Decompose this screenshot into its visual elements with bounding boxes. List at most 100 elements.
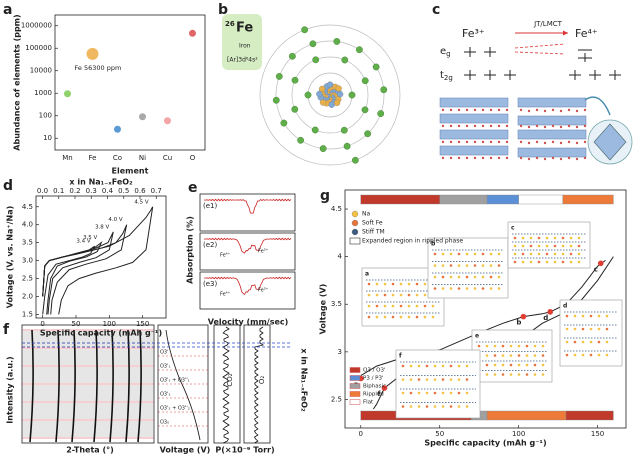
ion [465, 252, 469, 256]
x-axis-label: Specific capacity (mAh g⁻¹) [40, 329, 162, 338]
y-tick-label: 100000 [25, 44, 52, 52]
point-label: d [543, 314, 548, 322]
ion [485, 373, 489, 376]
ion [533, 344, 537, 348]
legend-swatch [349, 399, 361, 405]
ion [449, 391, 453, 395]
slab [517, 147, 587, 158]
ion [541, 344, 545, 348]
ion [391, 304, 395, 308]
slab [517, 129, 587, 140]
atom [543, 109, 547, 113]
ion [407, 315, 411, 319]
atom [497, 108, 501, 112]
ion [489, 252, 493, 256]
point-label: f [377, 390, 381, 398]
ion [449, 364, 453, 368]
ion [513, 244, 517, 248]
ion [509, 354, 513, 357]
atom [449, 140, 453, 144]
point [547, 309, 554, 315]
atom [457, 108, 461, 112]
atom [559, 157, 563, 161]
x2-tick-label: 0.0 [37, 187, 48, 195]
point [164, 117, 171, 125]
ion [465, 405, 469, 408]
x-tick-label: Mn [62, 154, 72, 162]
ion [569, 260, 573, 264]
y-axis-label: Intensity (a.u.) [6, 356, 15, 423]
atom [575, 125, 579, 129]
ion [401, 364, 405, 368]
ion [457, 378, 461, 381]
phase-bar [565, 410, 614, 421]
ion [409, 405, 413, 408]
ion [545, 252, 549, 256]
phase-bar [562, 194, 614, 205]
pressure-frame [243, 324, 271, 444]
electron [301, 26, 309, 34]
y-tick-label: 100 [39, 112, 52, 120]
peak [29, 329, 34, 443]
ion [367, 304, 371, 308]
atom [527, 141, 531, 145]
x-tick-label: Cu [163, 154, 172, 162]
slab [517, 115, 587, 126]
inset [507, 221, 591, 269]
atom [567, 124, 571, 128]
atom [489, 140, 493, 144]
electron [311, 126, 319, 134]
phase-label: O3₀ [160, 420, 169, 426]
atom [481, 140, 485, 144]
ion [513, 260, 517, 264]
panel-label: g [320, 188, 330, 204]
ion [407, 293, 411, 297]
atom [583, 124, 587, 128]
ion [501, 363, 505, 367]
inset-label: b [431, 241, 436, 248]
ion [497, 252, 501, 256]
plot-frame [344, 189, 627, 429]
ion [605, 327, 609, 331]
ion [425, 391, 429, 395]
ion [545, 236, 549, 240]
ion [565, 314, 569, 318]
atom [535, 124, 539, 128]
ion [399, 282, 403, 286]
y-tick-label: 1.5 [22, 310, 33, 318]
point [381, 385, 388, 391]
legend-label: Soft Fe [362, 220, 383, 227]
y-axis-label: x in Na₁₋ₓFeO₂ [300, 348, 309, 412]
ion [521, 260, 525, 264]
ion [533, 363, 537, 367]
ion [367, 315, 371, 319]
ion [401, 378, 405, 381]
atom [519, 156, 523, 160]
curve-label: 3.8 V [95, 224, 109, 230]
atomic-number: 26 [225, 20, 235, 28]
electron-configuration: [Ar]3d⁶4s² [227, 57, 258, 64]
slab [439, 145, 509, 156]
slab [439, 129, 509, 140]
y-axis-label: Absorption (%) [186, 216, 195, 284]
atom [449, 124, 453, 128]
x-tick-label: 150 [591, 430, 604, 438]
ion [605, 353, 609, 357]
process-label: JT/LMCT [533, 20, 563, 28]
atom [551, 156, 555, 160]
atom [575, 141, 579, 145]
octahedron [593, 123, 627, 161]
ion [501, 354, 505, 357]
ion [383, 282, 387, 286]
phase-bar [360, 194, 440, 205]
orbit [259, 24, 401, 166]
ion [449, 275, 453, 279]
peak [55, 329, 60, 443]
ion [441, 378, 445, 381]
ion [401, 391, 405, 395]
atom [481, 108, 485, 112]
atom [527, 157, 531, 161]
nucleon [336, 91, 344, 98]
point [139, 113, 146, 121]
ion [517, 344, 521, 348]
